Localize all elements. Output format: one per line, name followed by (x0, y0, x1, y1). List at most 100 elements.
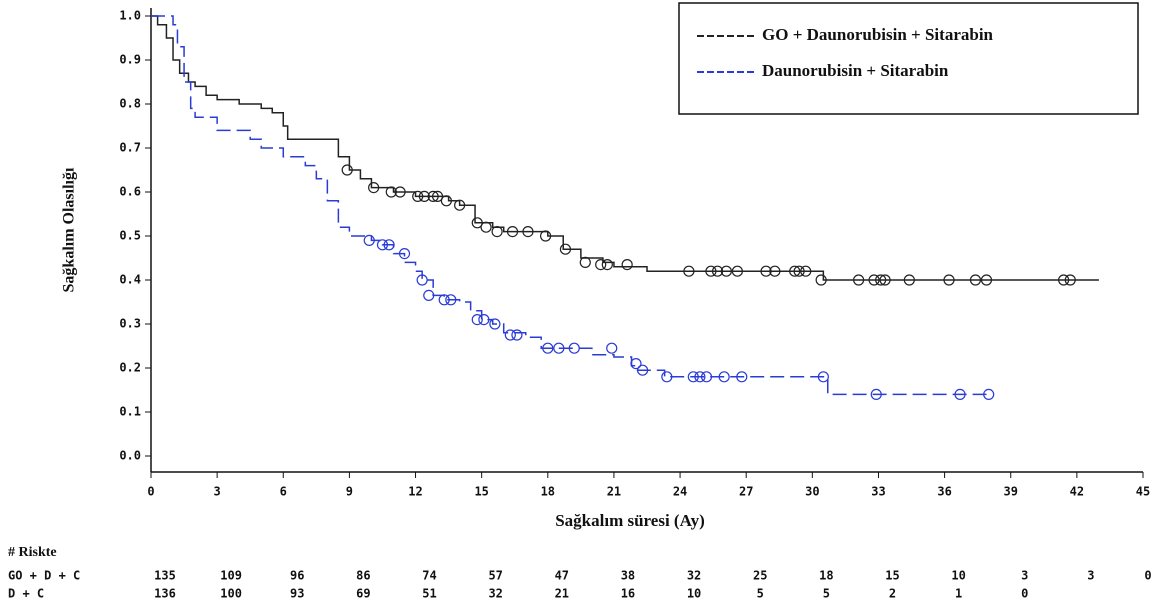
x-tick-label: 33 (871, 485, 885, 499)
censor-mark (559, 243, 572, 255)
x-tick-label: 0 (147, 485, 154, 499)
risk-value: 3 (1021, 569, 1028, 583)
censor-mark (815, 274, 827, 286)
risk-value: 1 (955, 587, 962, 601)
y-tick-label: 0.0 (119, 449, 141, 463)
risk-value: 96 (290, 569, 304, 583)
censor-mark (868, 274, 880, 286)
censor-mark (478, 314, 490, 326)
x-tick-label: 9 (346, 485, 353, 499)
censor-mark (511, 329, 523, 341)
censor-mark (438, 294, 450, 306)
censor-mark (800, 265, 812, 277)
risk-title: # Riskte (8, 545, 57, 560)
x-tick-label: 21 (607, 485, 621, 499)
censor-mark (427, 190, 439, 202)
censor-mark (943, 274, 955, 286)
risk-value: 10 (951, 569, 965, 583)
x-tick-label: 6 (280, 485, 287, 499)
censor-mark (980, 274, 993, 286)
censor-mark (539, 230, 552, 242)
risk-value: 32 (687, 569, 701, 583)
censor-mark (736, 371, 748, 383)
legend-label: GO + Daunorubisin + Sitarabin (762, 25, 994, 44)
censor-mark (683, 265, 695, 277)
censor-mark (506, 226, 519, 238)
censor-mark (1058, 274, 1070, 286)
risk-value: 100 (220, 587, 242, 601)
y-tick-label: 0.1 (119, 405, 141, 419)
censor-mark (480, 221, 492, 233)
censor-mark (636, 364, 649, 376)
censor-mark (969, 274, 982, 286)
risk-value: 135 (154, 569, 176, 583)
censor-mark (1064, 274, 1076, 286)
censor-mark (398, 248, 411, 260)
censor-mark (418, 190, 430, 202)
censor-mark (431, 190, 444, 202)
y-axis-label: Sağkalım Olasılığı (61, 167, 78, 292)
risk-value: 51 (422, 587, 436, 601)
x-tick-label: 39 (1004, 485, 1018, 499)
censor-mark (870, 388, 882, 400)
x-tick-label: 30 (805, 485, 819, 499)
censor-mark (471, 314, 483, 326)
risk-value: 5 (757, 587, 764, 601)
y-tick-label: 0.3 (119, 317, 141, 331)
y-tick-label: 0.9 (119, 53, 141, 67)
x-tick-label: 12 (408, 485, 422, 499)
risk-value: 136 (154, 587, 176, 601)
y-tick-label: 0.5 (119, 229, 141, 243)
censor-mark (621, 259, 633, 271)
censor-mark (376, 239, 389, 251)
risk-value: 21 (555, 587, 569, 601)
censor-mark (363, 234, 375, 246)
risk-value: 15 (885, 569, 899, 583)
legend-label: Daunorubisin + Sitarabin (762, 61, 949, 80)
censor-mark (817, 371, 829, 383)
legend-box (678, 2, 1139, 115)
censor-mark (489, 318, 501, 330)
censor-mark (412, 190, 424, 202)
censor-mark (416, 274, 428, 286)
censor-mark (983, 388, 995, 400)
risk-value: 86 (356, 569, 370, 583)
censor-mark (394, 186, 406, 198)
censor-mark (694, 371, 706, 383)
y-tick-label: 0.6 (119, 185, 141, 199)
censor-mark (879, 274, 891, 286)
censor-mark (769, 265, 781, 277)
censor-mark (491, 226, 503, 238)
censor-mark (954, 388, 966, 400)
x-tick-label: 24 (673, 485, 687, 499)
risk-value: 74 (422, 569, 436, 583)
censor-mark (385, 186, 397, 198)
censor-mark (504, 329, 516, 341)
censor-mark (718, 371, 730, 383)
censor-mark (440, 195, 452, 207)
censor-mark (711, 265, 724, 277)
risk-value: 57 (488, 569, 502, 583)
x-tick-label: 45 (1136, 485, 1150, 499)
y-tick-label: 0.7 (119, 141, 141, 155)
x-tick-label: 36 (937, 485, 951, 499)
censor-mark (853, 274, 865, 286)
x-tick-label: 27 (739, 485, 753, 499)
y-tick-label: 0.4 (119, 273, 141, 287)
x-tick-label: 42 (1070, 485, 1084, 499)
censor-mark (700, 371, 713, 383)
censor-mark (630, 358, 642, 370)
censor-mark (606, 342, 618, 354)
risk-value: 25 (753, 569, 767, 583)
risk-value: 18 (819, 569, 833, 583)
censor-mark (383, 239, 395, 251)
risk-value: 69 (356, 587, 370, 601)
risk-value: 109 (220, 569, 242, 583)
risk-value: 16 (621, 587, 635, 601)
censor-mark (601, 259, 613, 271)
censor-mark (471, 217, 483, 229)
censor-mark (687, 371, 699, 383)
risk-value: 5 (823, 587, 830, 601)
